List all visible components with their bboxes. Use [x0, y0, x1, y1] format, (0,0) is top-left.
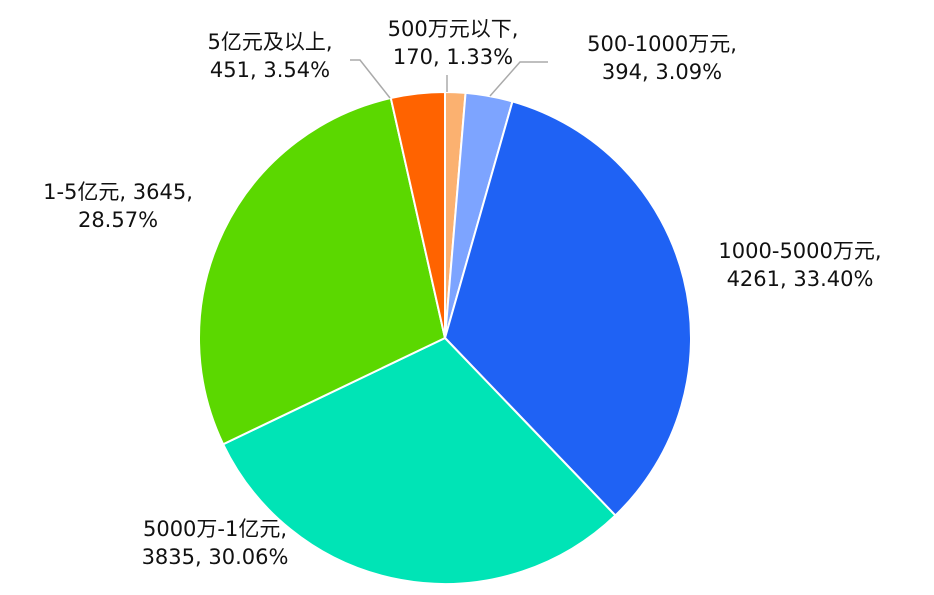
pie-slice [443, 100, 692, 517]
leader-line [350, 59, 391, 99]
pie-slice [221, 336, 617, 585]
data-label: 394, 3.09% [602, 60, 722, 84]
data-label: 1-5亿元, 3645, [43, 180, 193, 204]
data-label: 500万元以下, [388, 17, 519, 41]
data-label: 4261, 33.40% [727, 267, 874, 291]
data-label: 451, 3.54% [210, 58, 330, 82]
data-label: 5亿元及以上, [207, 30, 332, 54]
data-label: 28.57% [78, 208, 158, 232]
leader-line [489, 61, 548, 97]
data-label: 170, 1.33% [393, 45, 513, 69]
pie-slice [198, 96, 447, 446]
data-label: 3835, 30.06% [142, 545, 289, 569]
data-label: 500-1000万元, [587, 32, 737, 56]
data-label: 1000-5000万元, [718, 239, 881, 263]
data-label: 5000万-1亿元, [143, 517, 287, 541]
pie-slice [389, 90, 446, 339]
